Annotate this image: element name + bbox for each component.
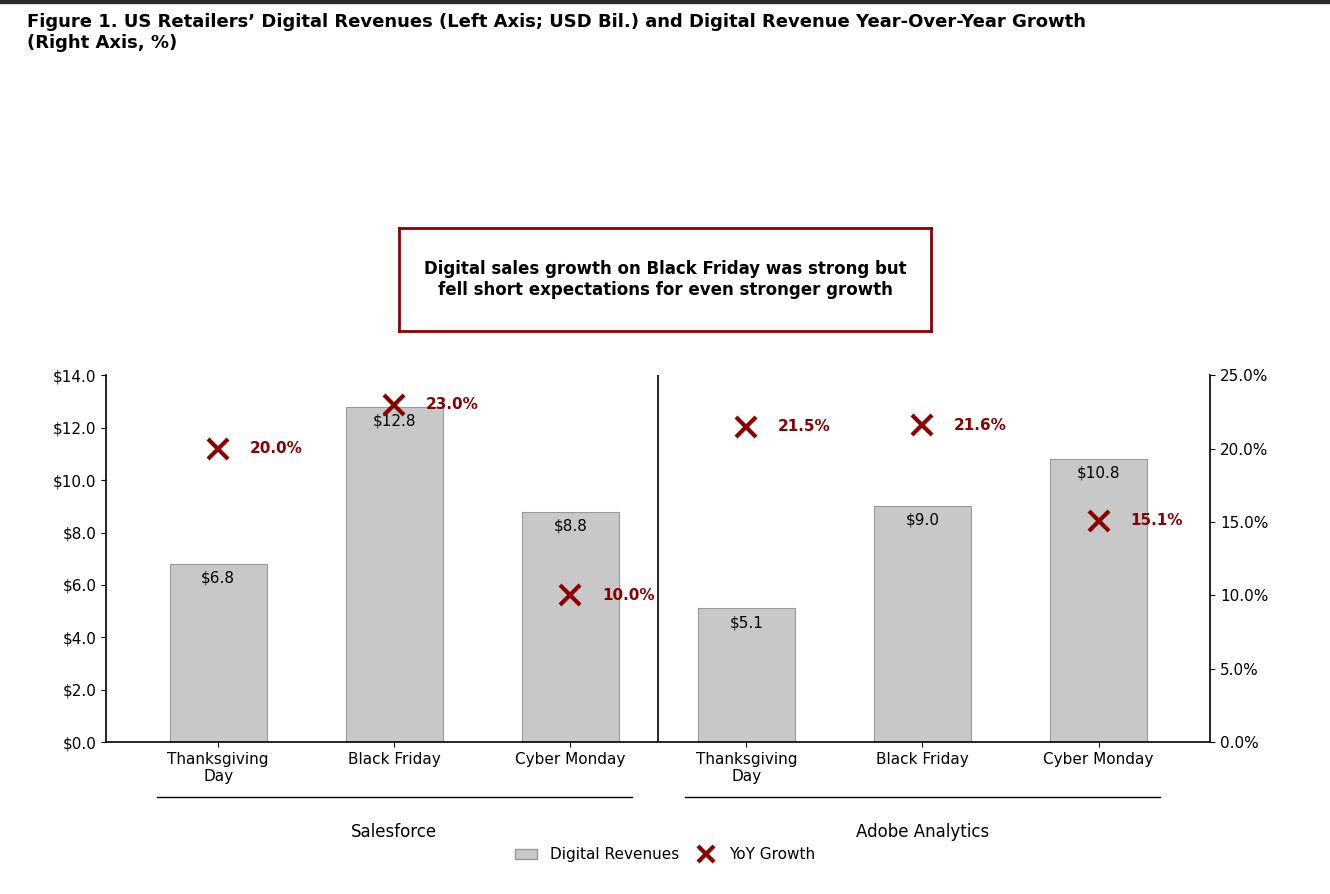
Text: 21.5%: 21.5% — [778, 419, 831, 434]
Text: $9.0: $9.0 — [906, 513, 939, 528]
Bar — [346, 407, 443, 742]
Text: Adobe Analytics: Adobe Analytics — [855, 822, 990, 840]
Bar — [698, 609, 795, 742]
Text: $8.8: $8.8 — [553, 519, 588, 533]
Text: 20.0%: 20.0% — [250, 442, 303, 456]
Text: $12.8: $12.8 — [372, 413, 416, 428]
Text: Salesforce: Salesforce — [351, 822, 438, 840]
Bar — [170, 564, 266, 742]
Text: Figure 1. US Retailers’ Digital Revenues (Left Axis; USD Bil.) and Digital Reven: Figure 1. US Retailers’ Digital Revenues… — [27, 13, 1085, 52]
Text: Digital sales growth on Black Friday was strong but
fell short expectations for : Digital sales growth on Black Friday was… — [424, 260, 906, 299]
Text: $5.1: $5.1 — [729, 615, 763, 630]
Text: 23.0%: 23.0% — [426, 397, 479, 412]
Legend: Digital Revenues, YoY Growth: Digital Revenues, YoY Growth — [508, 841, 822, 868]
Text: 15.1%: 15.1% — [1130, 513, 1182, 528]
Text: $10.8: $10.8 — [1077, 466, 1120, 481]
Bar — [521, 511, 618, 742]
Bar — [874, 506, 971, 742]
Text: $6.8: $6.8 — [201, 570, 235, 586]
Bar — [1051, 460, 1146, 742]
Text: 10.0%: 10.0% — [602, 588, 654, 603]
Text: 21.6%: 21.6% — [954, 417, 1007, 433]
